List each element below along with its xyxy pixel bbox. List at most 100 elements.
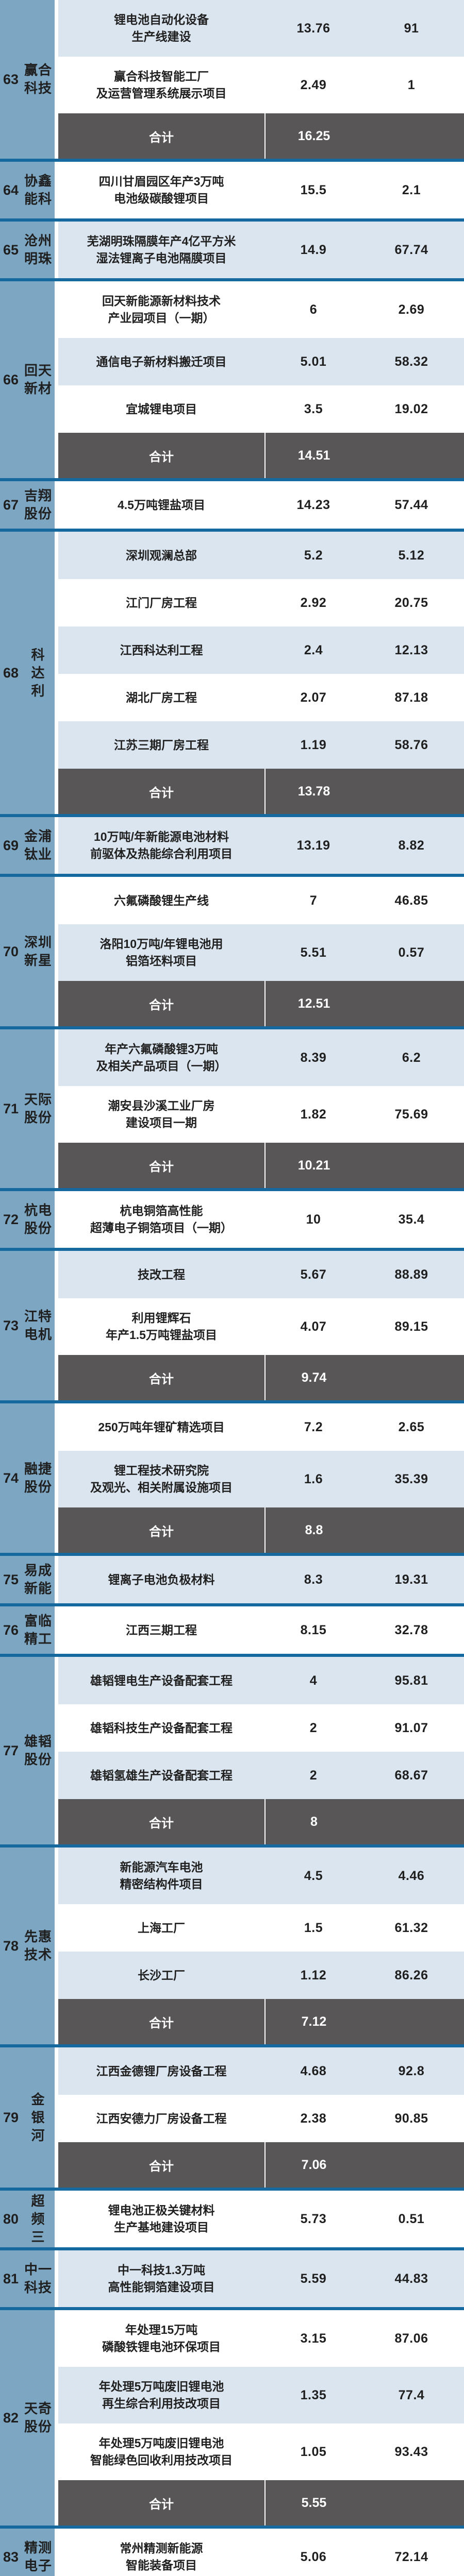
- project-name: 江西科达利工程: [58, 642, 264, 659]
- group-divider: [0, 218, 464, 222]
- total-value: 14.51: [264, 433, 362, 478]
- group-divider: [0, 2044, 464, 2047]
- project-row: 年产六氟磷酸锂3万吨 及相关产品项目（一期） 8.39 6.2: [58, 1029, 464, 1086]
- project-progress: 92.8: [398, 2063, 425, 2078]
- project-name: 新能源汽车电池 精密结构件项目: [58, 1859, 264, 1893]
- project-name-line: 产业园项目（一期）: [108, 311, 215, 325]
- total-label: 合计: [149, 450, 174, 464]
- project-name-line: 电池级碳酸锂项目: [114, 192, 209, 205]
- company-group: 83 精测 电子 常州精测新能源 智能装备项目 5.06 72.14: [0, 2529, 464, 2576]
- company-index: 79: [3, 2109, 19, 2125]
- group-divider: [0, 2526, 464, 2529]
- company-name-line: 江特: [24, 1309, 52, 1324]
- company-group: 74 融捷 股份 250万吨年锂矿精选项目 7.2 2.65 锂工程技术研究院 及观光、相关附…: [0, 1403, 464, 1553]
- project-name-line: 杭电铜箔高性能: [120, 1204, 203, 1217]
- group-divider: [0, 1188, 464, 1191]
- company-name-line: 先惠: [24, 1929, 52, 1944]
- project-name-line: 年处理15万吨: [125, 2323, 198, 2336]
- project-investment: 4.07: [300, 1319, 327, 1334]
- project-name: 潮安县沙溪工业厂房 建设项目一期: [58, 1097, 264, 1131]
- company-group: 67 吉翔 股份 4.5万吨锂盐项目 14.23 57.44: [0, 481, 464, 529]
- project-name: 锂离子电池负极材料: [58, 1571, 264, 1588]
- project-row: 雄韬锂电生产设备配套工程 4 95.81: [58, 1657, 464, 1704]
- company-index: 82: [3, 2410, 19, 2426]
- project-rows: 江西三期工程 8.15 32.78: [58, 1606, 464, 1654]
- company-name-line: 明珠: [24, 251, 52, 266]
- project-rows: 回天新能源新材料技术 产业园项目（一期） 6 2.69 通信电子新材料搬迁项目 5.01 5…: [58, 281, 464, 478]
- project-row: 回天新能源新材料技术 产业园项目（一期） 6 2.69: [58, 281, 464, 338]
- project-progress: 86.26: [394, 1968, 428, 1982]
- project-name: 杭电铜箔高性能 超薄电子铜箔项目（一期）: [58, 1202, 264, 1236]
- company-name-line: 股份: [24, 2419, 52, 2434]
- company-name-line: 股份: [24, 1110, 52, 1125]
- project-investment: 8.3: [304, 1572, 323, 1587]
- project-progress: 2.1: [402, 182, 421, 197]
- company-name-line: 银: [31, 2109, 45, 2125]
- company-panel: 80 超频三: [0, 2191, 58, 2247]
- group-divider: [0, 1248, 464, 1251]
- project-row: 深圳观澜总部 5.2 5.12: [58, 532, 464, 579]
- company-panel: 81 中一 科技: [0, 2250, 58, 2307]
- group-divider: [0, 159, 464, 162]
- company-name-line: 雄韬: [24, 1734, 52, 1749]
- project-row: 宜城锂电项目 3.5 19.02: [58, 385, 464, 433]
- total-value: 7.12: [264, 1999, 362, 2044]
- project-investment: 5.67: [300, 1267, 327, 1282]
- project-rows: 锂电池正极关键材料 生产基地建设项目 5.73 0.51: [58, 2191, 464, 2247]
- total-row: 合计 5.55: [58, 2480, 464, 2526]
- project-name-line: 江门厂房工程: [126, 596, 197, 609]
- company-panel: 64 协鑫 能科: [0, 162, 58, 218]
- total-value: 5.55: [264, 2480, 362, 2526]
- project-row: 中一科技1.3万吨 高性能铜箔建设项目 5.59 44.83: [58, 2250, 464, 2307]
- project-name-line: 中一科技1.3万吨: [118, 2263, 205, 2277]
- project-investment: 13.76: [296, 21, 330, 36]
- company-name-line: 电机: [24, 1327, 52, 1342]
- project-progress: 1: [407, 77, 416, 92]
- company-name-line: 超: [31, 2193, 45, 2209]
- project-name: 江苏三期厂房工程: [58, 737, 264, 754]
- company-name-line: 吉翔: [24, 488, 52, 503]
- project-progress: 2.65: [398, 1419, 425, 1434]
- project-name: 利用锂辉石 年产1.5万吨锂盐项目: [58, 1310, 264, 1344]
- project-name-line: 六氟磷酸锂生产线: [114, 893, 209, 907]
- group-divider: [0, 2307, 464, 2310]
- project-row: 常州精测新能源 智能装备项目 5.06 72.14: [58, 2529, 464, 2576]
- company-group: 80 超频三锂电池正极关键材料 生产基地建设项目 5.73 0.51: [0, 2191, 464, 2247]
- project-name: 江西三期工程: [58, 1622, 264, 1639]
- project-investment: 13.19: [296, 838, 330, 853]
- project-investment: 6: [309, 302, 318, 317]
- project-investment: 2: [309, 1720, 318, 1735]
- project-progress: 87.18: [394, 690, 428, 705]
- company-panel: 70 深圳 新星: [0, 877, 58, 1026]
- project-name-line: 湿法锂离子电池隔膜项目: [96, 251, 227, 265]
- project-name-line: 江苏三期厂房工程: [114, 738, 209, 752]
- project-name: 中一科技1.3万吨 高性能铜箔建设项目: [58, 2262, 264, 2296]
- project-name-line: 4.5万吨锂盐项目: [118, 498, 205, 512]
- project-progress: 58.76: [394, 737, 428, 752]
- company-name: 协鑫 能科: [22, 172, 55, 208]
- total-row: 合计 14.51: [58, 433, 464, 478]
- company-group: 64 协鑫 能科 四川甘眉园区年产3万吨 电池级碳酸锂项目 15.5 2.1: [0, 162, 464, 218]
- company-group: 79 金银河江西金德锂厂房设备工程 4.68 92.8 江西安德力厂房设备工程 2.38 9…: [0, 2047, 464, 2188]
- project-progress: 2.69: [398, 302, 425, 317]
- company-name-line: 回天: [24, 363, 52, 378]
- project-investment: 14.23: [296, 497, 330, 512]
- company-name: 中一 科技: [22, 2261, 55, 2297]
- company-index: 69: [3, 837, 19, 853]
- company-index: 68: [3, 665, 19, 681]
- project-rows: 常州精测新能源 智能装备项目 5.06 72.14: [58, 2529, 464, 2576]
- company-name: 超频三: [22, 2192, 55, 2246]
- total-row: 合计 9.74: [58, 1355, 464, 1400]
- company-panel: 63 赢合 科技: [0, 0, 58, 159]
- total-row: 合计 13.78: [58, 769, 464, 814]
- project-progress: 35.39: [394, 1471, 428, 1486]
- group-divider: [0, 2188, 464, 2191]
- total-row: 合计 8: [58, 1799, 464, 1844]
- project-investment: 2.4: [304, 642, 323, 657]
- project-progress: 87.06: [394, 2331, 428, 2346]
- company-name-line: 科技: [24, 2280, 52, 2295]
- project-progress: 20.75: [394, 595, 428, 610]
- company-name: 天际 股份: [22, 1091, 55, 1127]
- company-panel: 68 科达利: [0, 532, 58, 814]
